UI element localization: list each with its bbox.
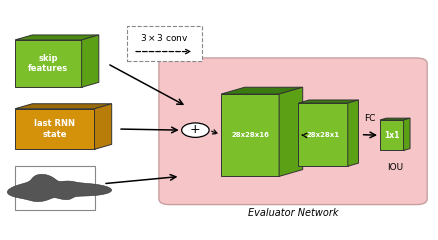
Text: skip
features: skip features [28,54,68,73]
Polygon shape [15,104,112,109]
FancyBboxPatch shape [159,58,427,204]
Bar [15,166,95,210]
Circle shape [182,123,209,137]
Text: 28x28x16: 28x28x16 [231,132,269,138]
Polygon shape [403,118,410,150]
Polygon shape [221,94,279,176]
Text: $3 \times 3$ conv: $3 \times 3$ conv [140,32,189,43]
Polygon shape [348,100,358,166]
Text: +: + [190,123,201,136]
Polygon shape [7,174,112,202]
Polygon shape [81,35,99,87]
Text: 1x1: 1x1 [384,131,399,140]
Bar [127,26,202,61]
Text: FC: FC [364,114,376,123]
Text: Evaluator Network: Evaluator Network [248,208,338,218]
Polygon shape [15,109,95,149]
Polygon shape [380,118,410,120]
Polygon shape [298,100,358,103]
Polygon shape [15,40,81,87]
Text: 28x28x1: 28x28x1 [307,132,339,138]
Polygon shape [380,120,403,150]
Polygon shape [15,35,99,40]
Polygon shape [279,87,303,176]
Polygon shape [95,104,112,149]
Text: IOU: IOU [387,163,403,172]
Polygon shape [298,103,348,166]
Polygon shape [221,87,303,94]
Text: last RNN
state: last RNN state [34,119,75,139]
